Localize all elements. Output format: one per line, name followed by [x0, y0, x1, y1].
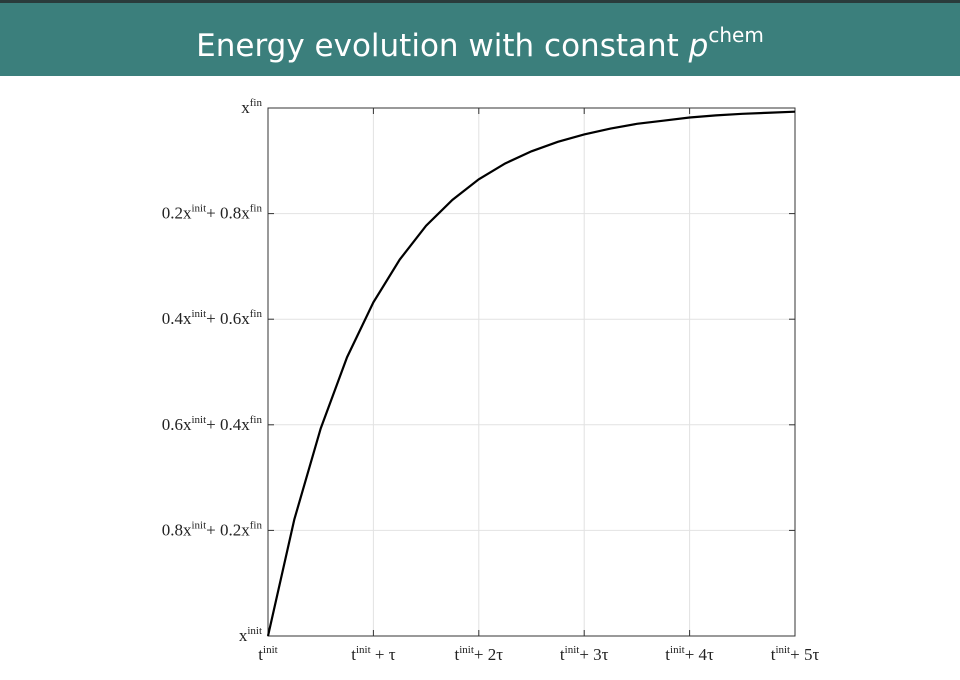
tick-label-sup: init	[247, 625, 262, 637]
tick-label: tinit+ 2τ	[455, 644, 504, 664]
tick-label-part: t	[455, 645, 460, 664]
title-var: p	[688, 28, 709, 64]
tick-label-sup: fin	[250, 203, 263, 215]
tick-label-part: 0.6x	[162, 415, 192, 434]
tick-label-sup: init	[192, 308, 207, 320]
tick-label-part: x	[239, 626, 248, 645]
chart-title: Energy evolution with constant pchem	[196, 23, 764, 64]
tick-label-part: + 5τ	[790, 645, 819, 664]
tick-label-sup: init	[356, 644, 371, 656]
tick-label-part: 0.2x	[162, 204, 192, 223]
tick-label-part: + 0.8x	[206, 204, 250, 223]
tick-label-part: x	[241, 98, 250, 117]
tick-label-part: + 0.4x	[206, 415, 250, 434]
tick-label: 0.8xinit+ 0.2xfin	[162, 519, 263, 539]
tick-label: tinit+ 5τ	[771, 644, 820, 664]
tick-label-part: + τ	[371, 645, 396, 664]
tick-label-part: + 0.6x	[206, 309, 250, 328]
tick-label-sup: fin	[250, 414, 263, 426]
tick-label: tinit	[258, 644, 277, 664]
tick-label-part: t	[560, 645, 565, 664]
tick-label-part: + 0.2x	[206, 520, 250, 539]
tick-label: 0.6xinit+ 0.4xfin	[162, 414, 263, 434]
tick-label-part: 0.4x	[162, 309, 192, 328]
title-text: Energy evolution with constant	[196, 28, 679, 64]
tick-label: tinit+ 4τ	[665, 644, 714, 664]
plot-frame	[267, 107, 796, 637]
tick-label-sup: init	[192, 203, 207, 215]
tick-label-part: 0.8x	[162, 520, 192, 539]
tick-label-sup: init	[192, 414, 207, 426]
tick-label: 0.2xinit+ 0.8xfin	[162, 203, 263, 223]
curve	[266, 110, 796, 637]
tick-label-part: + 3τ	[579, 645, 608, 664]
tick-label-part: + 4τ	[685, 645, 714, 664]
tick-label-part: t	[771, 645, 776, 664]
tick-label-part: t	[351, 645, 356, 664]
tick-label: xfin	[241, 97, 262, 117]
tick-label-sup: fin	[250, 97, 263, 109]
tick-label-sup: fin	[250, 308, 263, 320]
header-bar	[0, 0, 960, 76]
tick-label-sup: init	[263, 644, 278, 656]
tick-label: xinit	[239, 625, 262, 645]
tick-label-sup: init	[192, 519, 207, 531]
tick-label-sup: fin	[250, 519, 263, 531]
tick-label: 0.4xinit+ 0.6xfin	[162, 308, 263, 328]
tick-label-sup: init	[670, 644, 685, 656]
tick-label-sup: init	[459, 644, 474, 656]
tick-label-part: + 2τ	[474, 645, 503, 664]
header-border	[0, 0, 960, 3]
tick-label: tinit + τ	[351, 644, 395, 664]
title-sup: chem	[708, 23, 763, 47]
tick-label-sup: init	[775, 644, 790, 656]
tick-label-part: t	[258, 645, 263, 664]
tick-label: tinit+ 3τ	[560, 644, 609, 664]
tick-label-sup: init	[565, 644, 580, 656]
tick-label-part: t	[665, 645, 670, 664]
